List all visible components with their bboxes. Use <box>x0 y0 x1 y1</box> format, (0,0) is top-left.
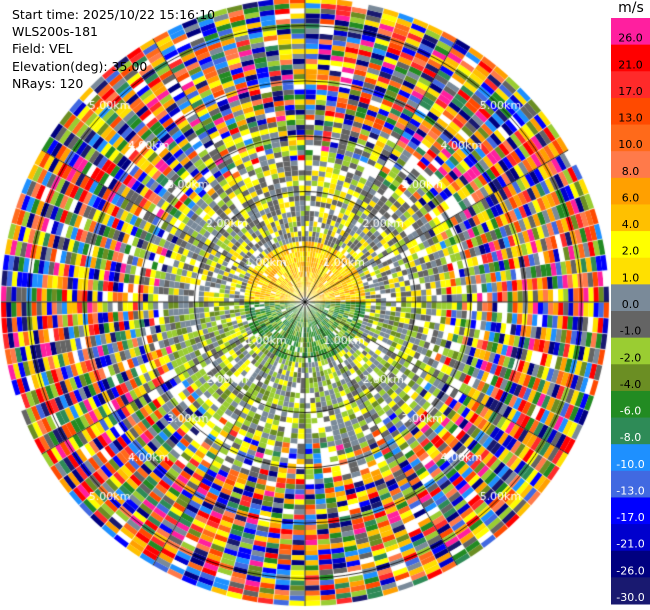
field-label: Field: VEL <box>12 41 73 57</box>
nrays-label: NRays: 120 <box>12 75 84 91</box>
start-time-label: Start time: 2025/10/22 15:16:10 <box>12 7 216 22</box>
instrument-label: WLS200s-181 <box>12 24 98 40</box>
header-info: Start time: 2025/10/22 15:16:10 WLS200s-… <box>12 6 215 92</box>
colorbar-unit: m/s <box>618 0 644 16</box>
elevation-label: Elevation(deg): 35.00 <box>12 58 148 74</box>
